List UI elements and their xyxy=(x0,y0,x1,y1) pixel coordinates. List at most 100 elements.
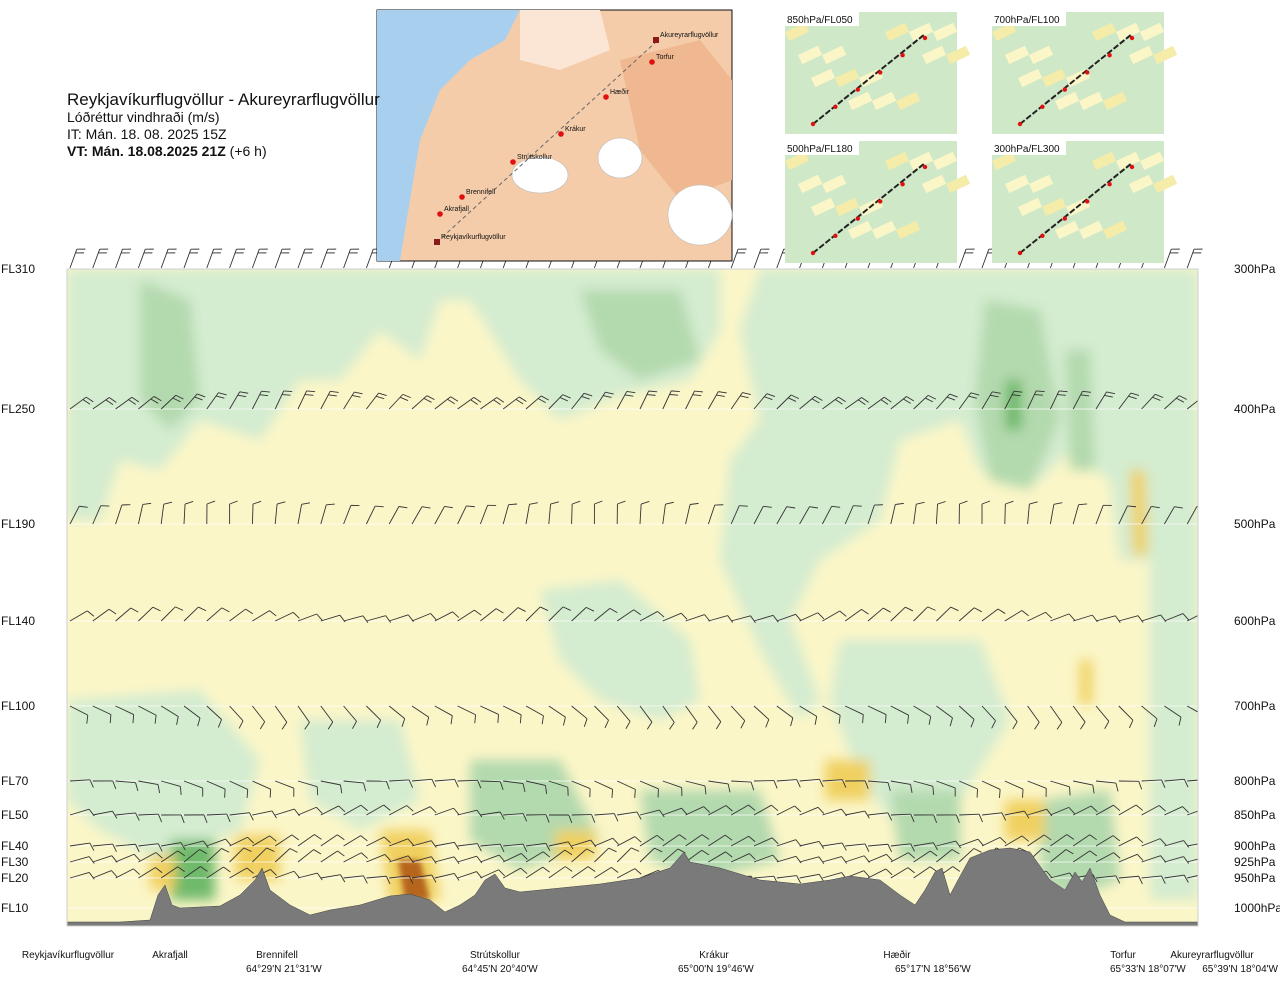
wind-barb xyxy=(753,837,779,847)
wind-barb xyxy=(685,502,699,525)
wind-barb xyxy=(275,780,295,797)
wind-barb xyxy=(320,834,345,847)
wind-barb xyxy=(1072,834,1097,847)
wind-barb xyxy=(616,500,626,525)
wind-barb xyxy=(548,841,574,850)
left-axis-label: FL310 xyxy=(1,262,36,276)
wind-barb xyxy=(867,868,893,879)
wind-barb xyxy=(183,840,209,849)
wind-barb xyxy=(297,834,322,847)
wind-barb xyxy=(69,779,94,788)
wind-barb xyxy=(434,778,459,788)
wind-barb xyxy=(525,866,550,879)
left-axis-label: FL250 xyxy=(1,402,36,416)
wind-barb xyxy=(890,502,904,525)
wind-barb xyxy=(913,394,937,410)
wind-barb xyxy=(685,780,707,795)
wind-barb xyxy=(434,611,460,622)
wind-barb xyxy=(1164,856,1190,864)
wind-barb xyxy=(548,705,566,726)
wind-barb xyxy=(867,780,891,791)
wind-barb xyxy=(434,872,460,881)
right-axis-label: 950hPa xyxy=(1234,871,1276,885)
updraft-region xyxy=(1040,790,1120,900)
wind-barb xyxy=(457,871,483,879)
wind-barb xyxy=(92,843,117,852)
wind-barb xyxy=(274,848,298,863)
route-point xyxy=(653,37,659,43)
strong-downdraft xyxy=(398,860,430,900)
wind-barb xyxy=(708,391,727,410)
wind-barb xyxy=(639,834,664,847)
wind-barb xyxy=(1164,395,1188,410)
wind-barb xyxy=(229,705,244,729)
wind-barb xyxy=(1004,705,1018,730)
wind-barb xyxy=(115,396,140,410)
wind-barb xyxy=(844,608,869,622)
updraft-region xyxy=(67,690,260,860)
wind-barb xyxy=(411,806,437,816)
wind-barb xyxy=(1164,806,1189,816)
wind-barb xyxy=(525,502,538,525)
wind-barb xyxy=(571,780,591,798)
wind-barb xyxy=(297,705,310,730)
wind-barb xyxy=(92,780,117,790)
wind-barb xyxy=(799,705,818,725)
wind-barb xyxy=(138,780,161,794)
wind-barb xyxy=(457,505,475,525)
wind-barb xyxy=(411,778,437,788)
route-point-label: Akrafjall xyxy=(444,206,469,213)
wind-barb xyxy=(845,705,864,724)
wind-barb xyxy=(1186,248,1203,269)
wind-barb xyxy=(799,506,819,525)
wind-barb xyxy=(1004,810,1030,819)
wind-barb xyxy=(297,780,319,796)
wind-barb xyxy=(913,705,932,725)
wind-barb xyxy=(1072,390,1092,410)
wind-barb xyxy=(252,835,277,847)
wind-barb xyxy=(1050,705,1063,730)
wind-barb xyxy=(753,854,779,863)
wind-barb xyxy=(776,805,802,816)
wind-barb xyxy=(229,812,254,821)
route-point xyxy=(510,159,516,165)
wind-barb xyxy=(1187,807,1198,816)
wind-barb xyxy=(434,506,453,525)
wind-barb xyxy=(275,611,300,622)
wind-barb xyxy=(115,248,131,269)
wind-barb xyxy=(115,843,140,853)
wind-barb xyxy=(1164,874,1189,883)
station-label: Reykjavíkurflugvöllur xyxy=(21,950,115,961)
wind-barb xyxy=(1118,780,1143,790)
left-axis-label: FL10 xyxy=(1,901,29,915)
wind-barb xyxy=(138,813,163,823)
wind-barb xyxy=(229,248,245,269)
wind-barb xyxy=(981,500,991,525)
terrain-profile xyxy=(67,847,1198,926)
wind-barb xyxy=(160,866,185,879)
wind-barb xyxy=(571,866,596,879)
wind-barb xyxy=(160,606,184,622)
wind-barb xyxy=(138,396,162,410)
wind-barb xyxy=(776,875,802,884)
wind-barb xyxy=(959,838,984,847)
wind-barb xyxy=(867,504,883,525)
wind-barb xyxy=(388,705,406,727)
right-axis-label: 600hPa xyxy=(1234,614,1276,628)
left-axis-label: FL50 xyxy=(1,808,29,822)
station-label: Brennifell xyxy=(256,950,298,961)
wind-barb xyxy=(1027,780,1047,797)
wind-barb xyxy=(320,248,337,269)
wind-barb xyxy=(160,248,177,269)
wind-barb xyxy=(183,866,208,879)
wind-barb xyxy=(1118,392,1140,410)
wind-barb xyxy=(1095,875,1121,884)
glacier xyxy=(667,184,733,246)
wind-barbs xyxy=(69,390,1198,885)
wind-barb xyxy=(639,847,663,863)
wind-barb xyxy=(753,248,770,269)
wind-barb xyxy=(343,780,367,792)
station-coordinate: 65°33'N 18°07'W xyxy=(1110,964,1186,975)
updraft-region xyxy=(67,269,720,520)
wind-barb xyxy=(981,705,996,729)
